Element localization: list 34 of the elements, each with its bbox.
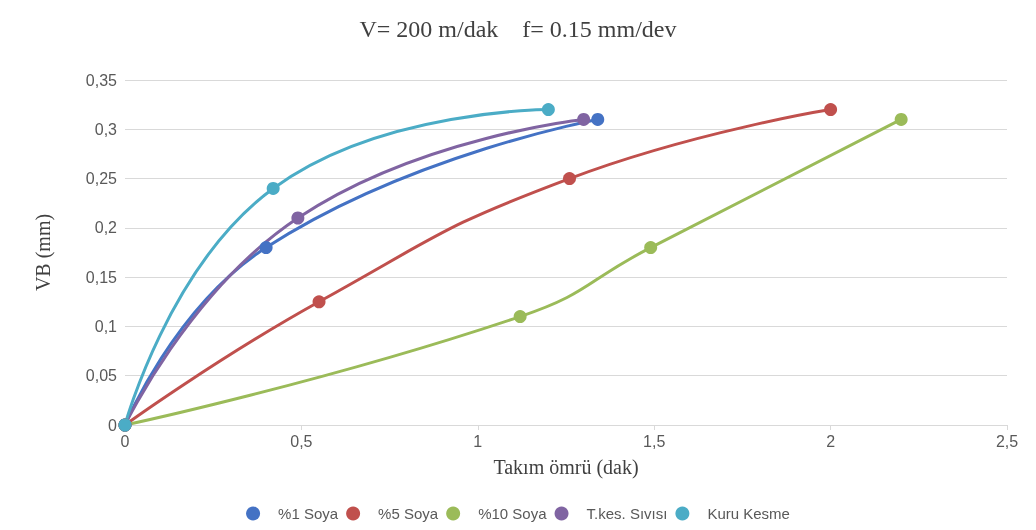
- x-axis-title: Takım ömrü (dak): [493, 456, 639, 479]
- chart-title: V= 200 m/dak f= 0.15 mm/dev: [359, 16, 677, 42]
- point: [563, 172, 577, 186]
- point: [644, 241, 658, 255]
- y-tick-label: 0,05: [85, 367, 118, 385]
- point: [513, 310, 527, 324]
- y-tick-label: 0,25: [85, 170, 118, 188]
- x-tick-label: 0: [120, 432, 130, 450]
- legend-label: %10 Soya: [478, 505, 548, 522]
- y-tick-label: 0: [108, 416, 118, 434]
- point: [291, 211, 305, 225]
- point: [541, 103, 555, 117]
- y-axis-title: VB (mm): [32, 213, 55, 292]
- x-tick-label: 0,5: [290, 432, 313, 450]
- point: [312, 295, 326, 309]
- x-tick-label: 1,5: [643, 432, 666, 450]
- y-tick-label: 0,3: [94, 120, 118, 138]
- x-tick-label: 2,5: [995, 432, 1019, 450]
- y-tick-label: 0,2: [94, 219, 118, 237]
- y-tick-label: 0,15: [85, 268, 118, 286]
- point: [577, 112, 591, 126]
- legend-label: %1 Soya: [278, 505, 339, 522]
- point: [266, 181, 280, 195]
- legend-label: Kuru Kesme: [707, 505, 790, 522]
- point: [894, 112, 908, 126]
- legend-label: %5 Soya: [378, 505, 439, 522]
- point: [824, 103, 838, 117]
- x-tick-label: 2: [826, 432, 836, 450]
- legend-label: T.kes. Sıvısı: [586, 505, 668, 522]
- x-tick-label: 1: [473, 432, 483, 450]
- point: [259, 241, 273, 255]
- point: [591, 112, 605, 126]
- y-tick-label: 0,1: [94, 317, 118, 335]
- y-tick-label: 0,35: [85, 71, 118, 89]
